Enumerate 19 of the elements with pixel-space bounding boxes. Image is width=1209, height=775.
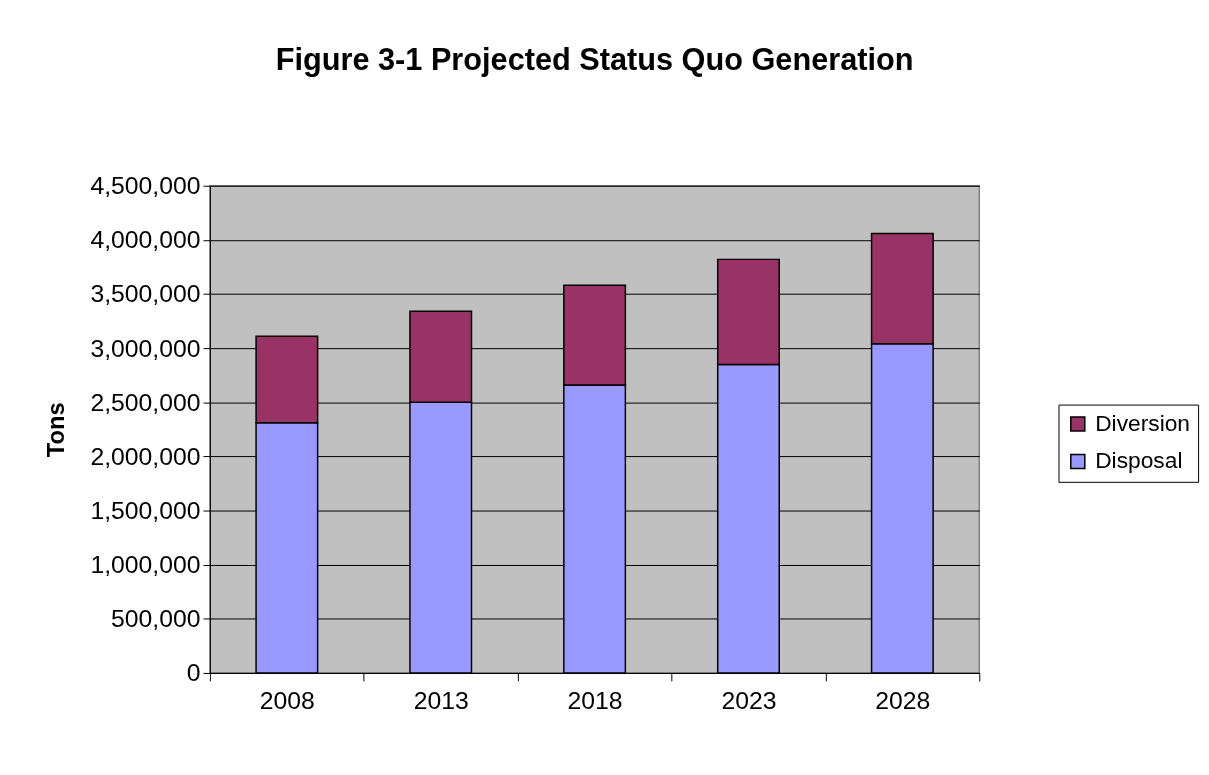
x-tick-label: 2028 <box>875 687 931 715</box>
x-tick-label: 2013 <box>413 687 469 715</box>
x-tick-label: 2023 <box>721 687 777 715</box>
y-tick-label: 1,500,000 <box>90 496 201 524</box>
legend-label: Diversion <box>1095 409 1191 436</box>
legend-label: Disposal <box>1095 447 1183 474</box>
y-tick-label: 0 <box>186 659 201 687</box>
y-tick-label: 4,000,000 <box>90 226 201 254</box>
y-tick-label: 3,000,000 <box>90 334 201 362</box>
y-axis-title: Tons <box>41 402 69 458</box>
y-tick-label: 2,500,000 <box>90 388 201 416</box>
y-tick-label: 500,000 <box>111 605 201 633</box>
x-tick-label: 2008 <box>259 687 315 715</box>
x-tick-label: 2018 <box>567 687 623 715</box>
y-tick-label: 1,000,000 <box>90 551 201 579</box>
chart-title: Figure 3-1 Projected Status Quo Generation <box>275 41 914 77</box>
y-tick-label: 3,500,000 <box>90 280 201 308</box>
y-tick-label: 2,000,000 <box>90 442 201 470</box>
y-tick-label: 4,500,000 <box>90 172 201 200</box>
